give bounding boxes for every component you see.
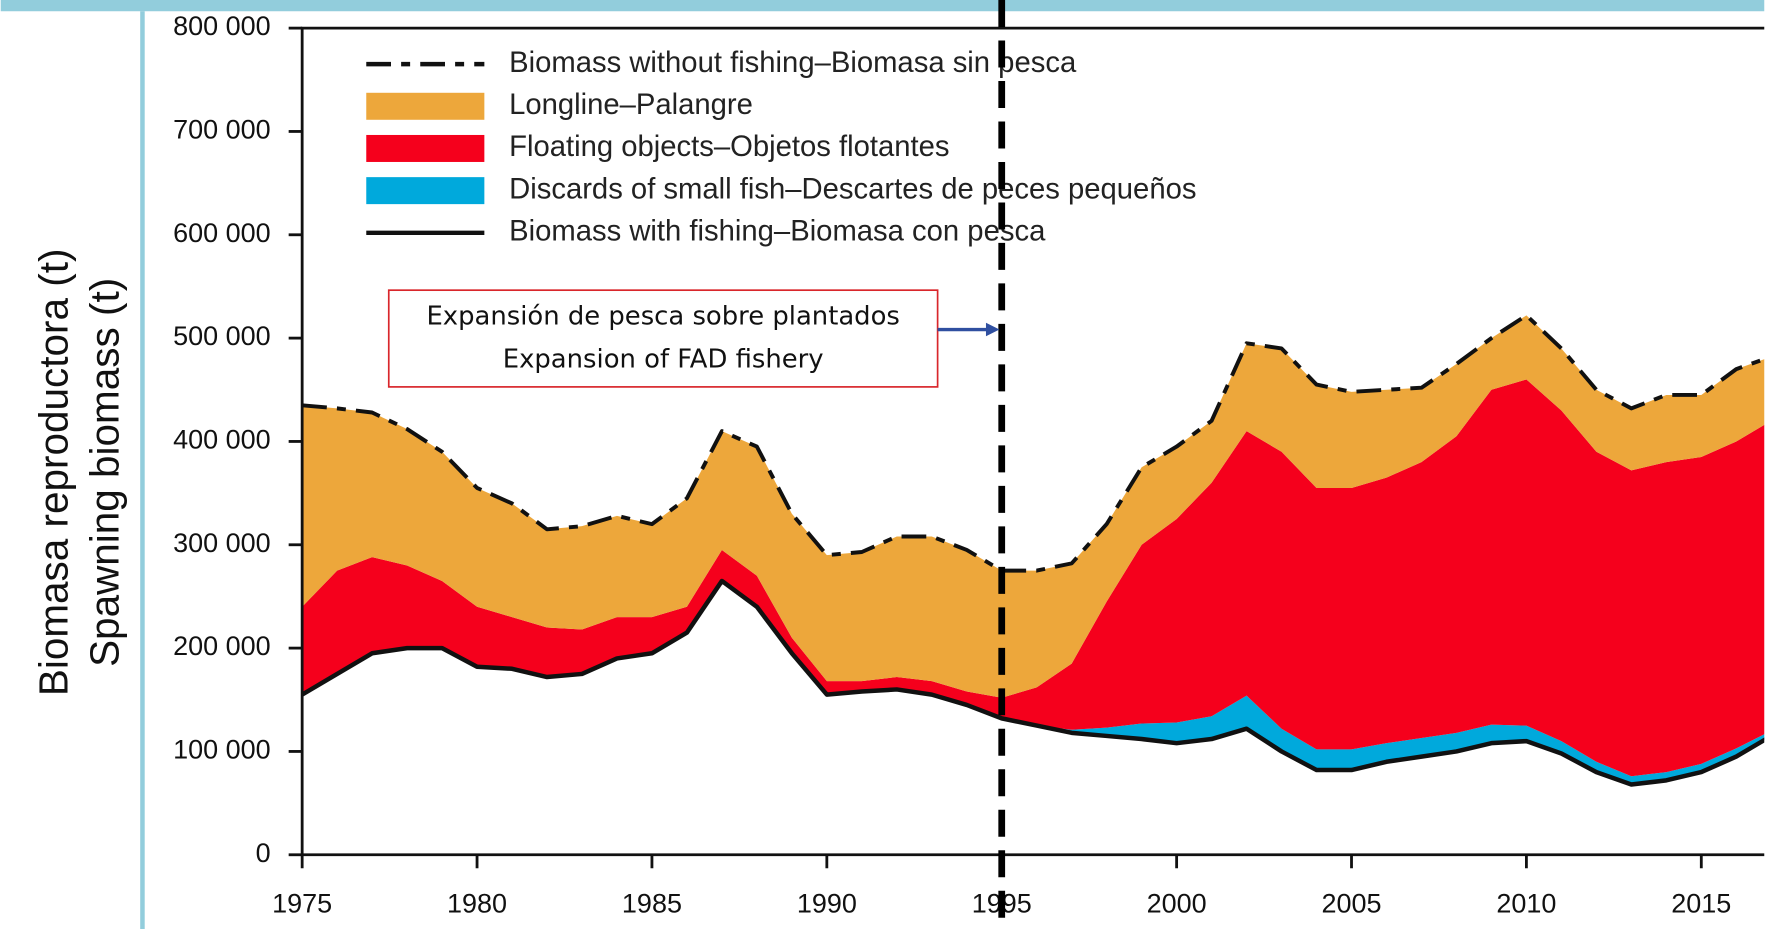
y-tick-label: 300 000 xyxy=(173,528,271,558)
dashed-line xyxy=(302,313,1765,573)
area xyxy=(302,379,1765,777)
legend-label: Longline–Palangre xyxy=(509,89,753,121)
x-tick-label: 1975 xyxy=(272,889,332,919)
legend-swatch xyxy=(366,177,485,205)
legend-label: Floating objects–Objetos flotantes xyxy=(509,131,949,163)
x-tick-label: 2005 xyxy=(1321,889,1381,919)
y-tick-label: 200 000 xyxy=(173,631,271,661)
legend-swatch xyxy=(366,92,485,120)
left-band xyxy=(140,11,145,929)
legend-label: Biomass with fishing–Biomasa con pesca xyxy=(509,216,1046,248)
legend-label: Biomass without fishing–Biomasa sin pesc… xyxy=(509,47,1077,79)
x-tick-label: 1980 xyxy=(447,889,507,919)
legend-label: Discards of small fish–Descartes de pece… xyxy=(509,173,1196,205)
arrow-head xyxy=(985,322,1000,337)
legend-swatch xyxy=(366,134,485,162)
y-tick-label: 500 000 xyxy=(173,321,271,351)
top-band xyxy=(0,0,1765,12)
x-tick-label: 2010 xyxy=(1496,889,1556,919)
y-axis-title: Spawning biomass (t) xyxy=(81,278,127,667)
x-tick-label: 2015 xyxy=(1671,889,1731,919)
annotation-text: Expansion of FAD fishery xyxy=(503,344,824,374)
annotation-box xyxy=(387,289,939,388)
y-tick-label: 400 000 xyxy=(173,425,271,455)
x-tick-label: 2000 xyxy=(1147,889,1207,919)
y-axis-title: Biomasa reproductora (t) xyxy=(31,249,77,697)
plot: 0 100 000 200 000 300 000 400 000 500 000 600 … xyxy=(173,0,1765,929)
y-tick-label: 0 xyxy=(256,838,271,868)
y-tick-label: 100 000 xyxy=(173,735,271,765)
y-tick-label: 600 000 xyxy=(173,218,271,248)
x-tick-label: 1985 xyxy=(622,889,682,919)
x-tick-label: 1990 xyxy=(797,889,857,919)
line xyxy=(302,578,1765,787)
annotation-text: Expansión de pesca sobre plantados xyxy=(426,302,899,332)
y-tick-label: 700 000 xyxy=(173,115,271,145)
area xyxy=(302,315,1765,698)
y-tick-label: 800 000 xyxy=(173,11,271,41)
